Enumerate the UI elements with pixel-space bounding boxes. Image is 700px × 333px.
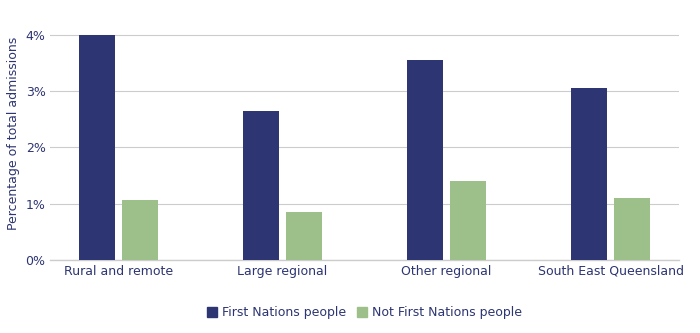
Bar [614, 198, 650, 260]
Bar [243, 111, 279, 260]
Bar [286, 212, 322, 260]
Bar [571, 88, 608, 260]
Bar [407, 60, 443, 260]
Bar [79, 35, 115, 260]
Bar [450, 181, 486, 260]
Y-axis label: Percentage of total admissions: Percentage of total admissions [7, 37, 20, 230]
Bar [122, 199, 158, 260]
Legend: First Nations people, Not First Nations people: First Nations people, Not First Nations … [202, 301, 526, 324]
